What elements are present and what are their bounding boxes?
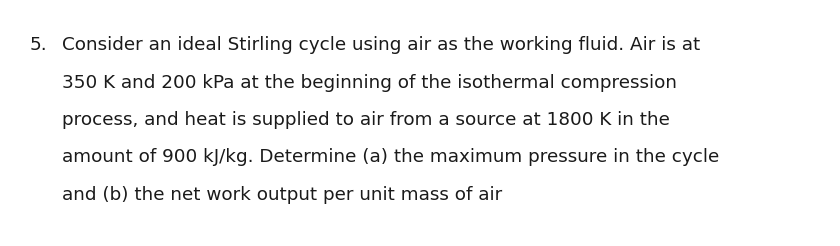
Text: and (b) the net work output per unit mass of air: and (b) the net work output per unit mas… — [62, 186, 502, 204]
Text: amount of 900 kJ/kg. Determine (a) the maximum pressure in the cycle: amount of 900 kJ/kg. Determine (a) the m… — [62, 149, 719, 167]
Text: 350 K and 200 kPa at the beginning of the isothermal compression: 350 K and 200 kPa at the beginning of th… — [62, 74, 677, 92]
Text: process, and heat is supplied to air from a source at 1800 K in the: process, and heat is supplied to air fro… — [62, 111, 669, 129]
Text: 5.: 5. — [30, 36, 48, 54]
Text: Consider an ideal Stirling cycle using air as the working fluid. Air is at: Consider an ideal Stirling cycle using a… — [62, 36, 701, 54]
